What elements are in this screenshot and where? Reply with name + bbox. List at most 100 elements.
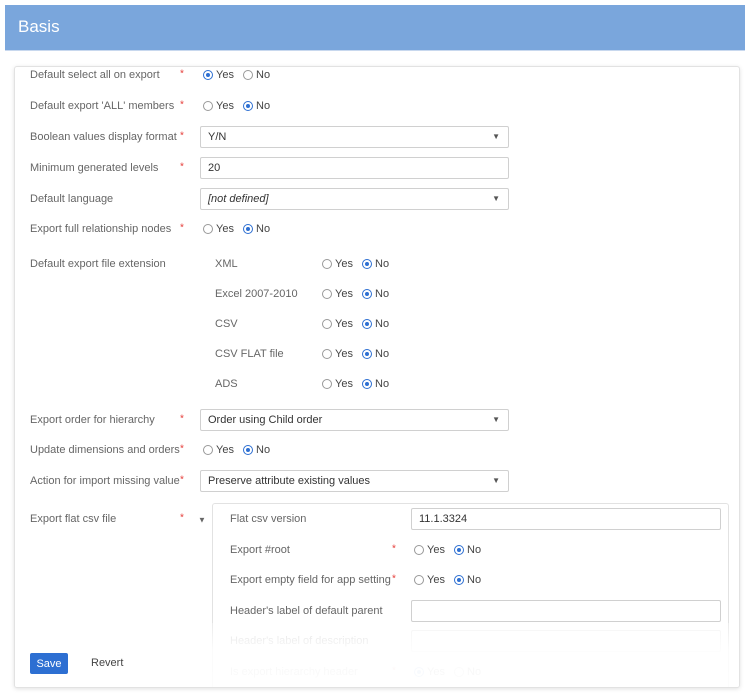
radio-yes[interactable]: Yes (203, 100, 234, 112)
field-label: Action for import missing value (30, 475, 180, 487)
radio-label: No (375, 288, 390, 300)
required-asterisk: * (180, 413, 184, 425)
radio-no[interactable]: No (243, 100, 270, 112)
radio-label: Yes (335, 318, 353, 330)
field-label: Export empty field for app setting (230, 574, 391, 587)
radio-label: No (256, 69, 271, 81)
radio-yes[interactable]: Yes (414, 574, 445, 586)
radio-circle-icon (362, 349, 372, 359)
radio-label: Yes (427, 543, 445, 556)
radio-label: Yes (335, 378, 353, 390)
select-field[interactable]: [not defined] ▼ (200, 188, 509, 210)
radio-circle-icon (322, 289, 332, 299)
radio-circle-icon (362, 289, 372, 299)
radio-circle-icon (243, 70, 253, 80)
radio-no[interactable]: No (362, 288, 389, 300)
radio-label: No (467, 543, 482, 556)
radio-label: Yes (335, 258, 353, 270)
field-label: Export full relationship nodes (30, 223, 172, 235)
radio-yes[interactable]: Yes (414, 544, 445, 556)
settings-form: Flat csv version 11.1.3324 Export #root * Ye… (14, 66, 740, 688)
radio-no[interactable]: No (243, 69, 270, 81)
radio-circle-icon (322, 259, 332, 269)
field-label: Export #root (230, 543, 290, 556)
chevron-down-icon: ▼ (492, 415, 500, 424)
field-label: Default language (30, 193, 114, 205)
field-label: Boolean values display format (30, 131, 177, 143)
radio-label: No (467, 574, 482, 587)
radio-circle-icon (322, 319, 332, 329)
radio-yes[interactable]: Yes (203, 223, 234, 235)
radio-no[interactable]: No (454, 574, 481, 586)
text-input[interactable]: 20 (200, 157, 509, 179)
radio-label: No (256, 223, 271, 235)
radio-label: Yes (335, 288, 353, 300)
radio-label: No (256, 444, 271, 456)
radio-circle-icon (414, 544, 424, 555)
chevron-down-icon: ▼ (492, 476, 500, 485)
radio-yes[interactable]: Yes (322, 348, 353, 360)
field-value: [not defined] (208, 193, 269, 205)
radio-yes[interactable]: Yes (203, 69, 234, 81)
radio-no[interactable]: No (362, 348, 389, 360)
select-field[interactable]: Preserve attribute existing values ▼ (200, 470, 509, 492)
revert-button[interactable]: Revert (91, 657, 124, 669)
radio-circle-icon (203, 445, 213, 455)
file-type-label: CSV FLAT file (215, 348, 284, 360)
file-type-label: Excel 2007-2010 (215, 288, 298, 300)
field-label: Minimum generated levels (30, 162, 159, 174)
text-input[interactable] (411, 599, 721, 622)
field-label: Update dimensions and orders (30, 444, 180, 456)
field-value: Y/N (208, 131, 227, 143)
file-type-label: ADS (215, 378, 238, 390)
radio-circle-icon (203, 224, 213, 234)
field-value: 11.1.3324 (419, 513, 468, 525)
radio-label: No (375, 378, 390, 390)
radio-no[interactable]: No (362, 318, 389, 330)
radio-label: Yes (216, 444, 234, 456)
field-label: Export order for hierarchy (30, 414, 155, 426)
select-field[interactable]: Order using Child order ▼ (200, 409, 509, 431)
page-header: Basis (5, 5, 745, 51)
select-field[interactable]: Y/N ▼ (200, 126, 509, 148)
radio-yes[interactable]: Yes (203, 444, 234, 456)
required-asterisk: * (180, 130, 184, 142)
radio-label: Yes (216, 69, 234, 81)
required-asterisk: * (180, 161, 184, 173)
radio-no[interactable]: No (243, 444, 270, 456)
radio-label: No (375, 318, 390, 330)
radio-label: No (375, 348, 390, 360)
collapse-toggle-icon[interactable]: ▼ (198, 515, 206, 525)
radio-circle-icon (243, 101, 253, 111)
radio-yes[interactable]: Yes (322, 288, 353, 300)
required-asterisk: * (180, 99, 184, 111)
radio-circle-icon (454, 575, 464, 586)
page-title: Basis (18, 17, 60, 36)
scroll-fade (15, 623, 739, 687)
radio-yes[interactable]: Yes (322, 378, 353, 390)
field-value: Order using Child order (208, 414, 323, 426)
field-label: Default export file extension (30, 258, 166, 270)
required-asterisk: * (392, 542, 396, 554)
required-asterisk: * (180, 474, 184, 486)
radio-label: Yes (216, 223, 234, 235)
radio-circle-icon (203, 70, 213, 80)
radio-no[interactable]: No (362, 258, 389, 270)
radio-circle-icon (243, 445, 253, 455)
radio-no[interactable]: No (454, 544, 481, 556)
radio-yes[interactable]: Yes (322, 318, 353, 330)
field-label: Default export 'ALL' members (30, 100, 175, 112)
file-type-label: CSV (215, 318, 238, 330)
required-asterisk: * (180, 443, 184, 455)
radio-label: No (256, 100, 271, 112)
radio-no[interactable]: No (362, 378, 389, 390)
field-label: Flat csv version (230, 513, 307, 525)
radio-label: Yes (427, 574, 445, 587)
radio-label: Yes (335, 348, 353, 360)
text-input[interactable]: 11.1.3324 (411, 508, 721, 530)
radio-yes[interactable]: Yes (322, 258, 353, 270)
radio-label: Yes (216, 100, 234, 112)
save-button[interactable]: Save (30, 653, 68, 674)
radio-no[interactable]: No (243, 223, 270, 235)
field-label: Default select all on export (30, 69, 160, 81)
